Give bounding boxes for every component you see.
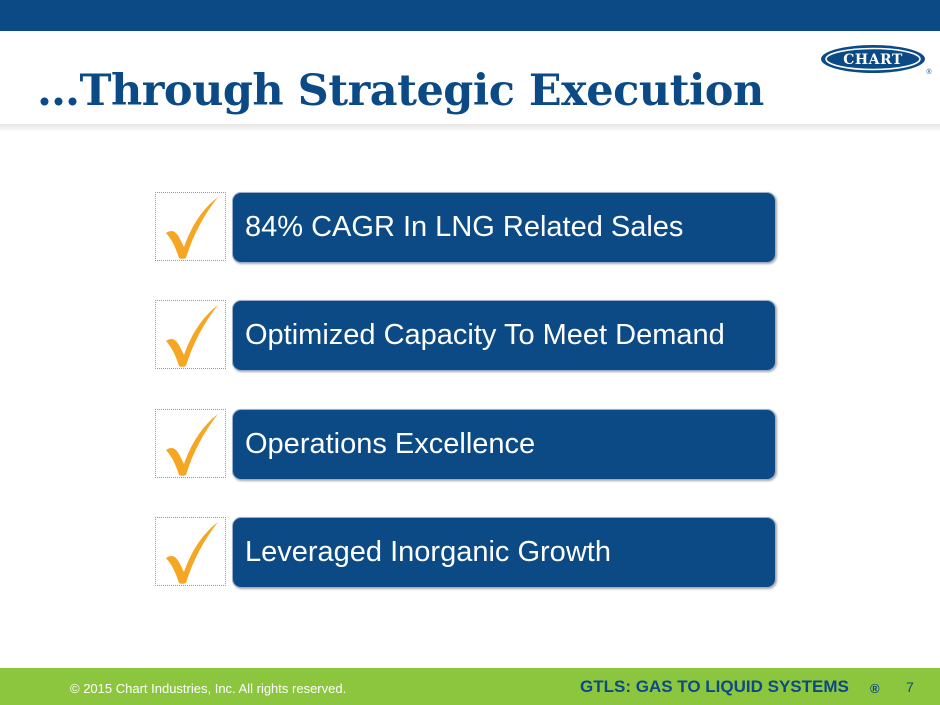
checklist-item: Operations Excellence [155,409,777,481]
check-box [155,517,226,586]
check-box [155,300,226,369]
check-box [155,192,226,261]
item-label: Leveraged Inorganic Growth [245,536,611,568]
logo-registered-mark: ® [926,68,932,76]
item-pill: Optimized Capacity To Meet Demand [232,300,776,371]
chart-logo: CHART ® [821,45,932,76]
item-label: Operations Excellence [245,428,536,460]
checklist-item: Optimized Capacity To Meet Demand [155,300,777,372]
page-number: 7 [906,679,914,695]
copyright-text: © 2015 Chart Industries, Inc. All rights… [70,681,347,696]
checklist-item: 84% CAGR In LNG Related Sales [155,192,777,264]
checkmark-icon [166,197,218,259]
footer-tagline: GTLS: GAS TO LIQUID SYSTEMS [580,677,849,696]
checkmark-icon [166,522,218,584]
item-label: Optimized Capacity To Meet Demand [245,319,725,351]
footer-band [0,668,940,705]
item-pill: Operations Excellence [232,409,776,480]
item-pill: 84% CAGR In LNG Related Sales [232,192,776,263]
title-divider [0,124,940,132]
check-box [155,409,226,478]
item-label: 84% CAGR In LNG Related Sales [245,211,684,243]
registered-mark: ® [870,681,880,696]
checkmark-icon [166,414,218,476]
checkmark-icon [166,305,218,367]
logo-text: CHART [843,52,903,68]
checklist-item: Leveraged Inorganic Growth [155,517,777,589]
item-pill: Leveraged Inorganic Growth [232,517,776,588]
header-band [0,0,940,31]
slide-title: …Through Strategic Execution [37,66,764,116]
